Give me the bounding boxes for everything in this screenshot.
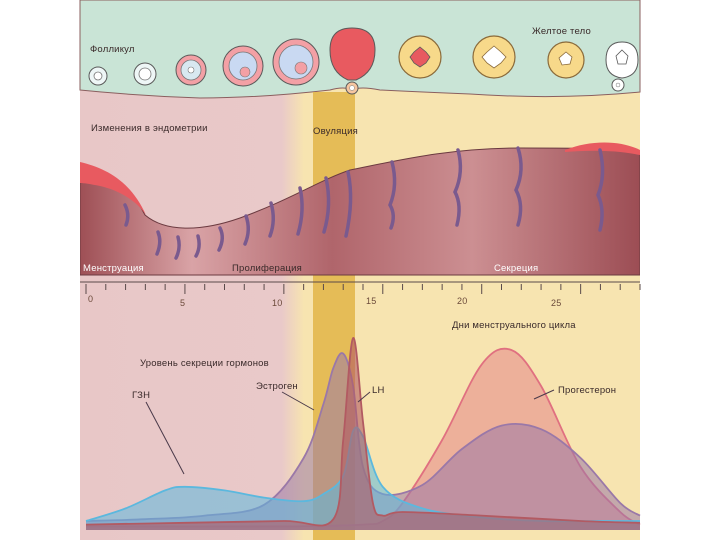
series-area-1 bbox=[86, 353, 640, 530]
ovulation-label: Овуляция bbox=[313, 126, 358, 137]
hormone-level-label: Уровень секреции гормонов bbox=[140, 358, 269, 369]
corpus-luteum-icon bbox=[547, 41, 585, 79]
day-tick-5: 5 bbox=[180, 298, 185, 308]
menstrual-shedding bbox=[80, 162, 146, 215]
follicle-icon bbox=[272, 38, 320, 86]
ovulating-follicle-icon bbox=[329, 27, 376, 95]
secretion-label: Секреция bbox=[494, 263, 538, 274]
day-tick-25: 25 bbox=[551, 298, 561, 308]
follicle-icon bbox=[222, 45, 264, 87]
corpus-luteum-label: Желтое тело bbox=[532, 26, 591, 37]
hormone-chart bbox=[85, 337, 641, 530]
follicle-label: Фолликул bbox=[90, 44, 135, 55]
day-ticks bbox=[85, 284, 641, 294]
menstruation-label: Менструация bbox=[83, 263, 144, 274]
spiral-artery-top bbox=[565, 142, 640, 155]
day-tick-20: 20 bbox=[457, 296, 467, 306]
endometrium-label: Изменения в эндометрии bbox=[91, 123, 208, 134]
follicle-sequence bbox=[88, 27, 639, 95]
progesterone-label: Прогестерон bbox=[558, 385, 616, 396]
series-line-2 bbox=[85, 337, 641, 527]
proliferation-label: Пролиферация bbox=[232, 263, 302, 274]
corpus-luteum-icon bbox=[398, 35, 442, 79]
estrogen-label: Эстроген bbox=[256, 381, 298, 392]
day-tick-labels: 0 5 10 15 20 25 bbox=[88, 294, 561, 308]
endometrium-layer bbox=[80, 142, 640, 276]
corpus-luteum-icon bbox=[472, 35, 516, 79]
corpus-albicans-icon bbox=[605, 41, 639, 92]
day-tick-10: 10 bbox=[272, 298, 282, 308]
follicle-icon bbox=[88, 66, 108, 86]
follicle-icon bbox=[175, 54, 207, 86]
series-area-2 bbox=[86, 337, 640, 530]
day-tick-15: 15 bbox=[366, 296, 376, 306]
day-tick-0: 0 bbox=[88, 294, 93, 304]
endometrial-glands bbox=[123, 146, 605, 260]
cycle-days-label: Дни менструального цикла bbox=[452, 320, 576, 331]
callout-lines bbox=[145, 389, 555, 475]
lh-label: LH bbox=[372, 385, 385, 396]
follicle-icon bbox=[133, 62, 157, 86]
fsh-label: ГЗН bbox=[132, 390, 150, 401]
